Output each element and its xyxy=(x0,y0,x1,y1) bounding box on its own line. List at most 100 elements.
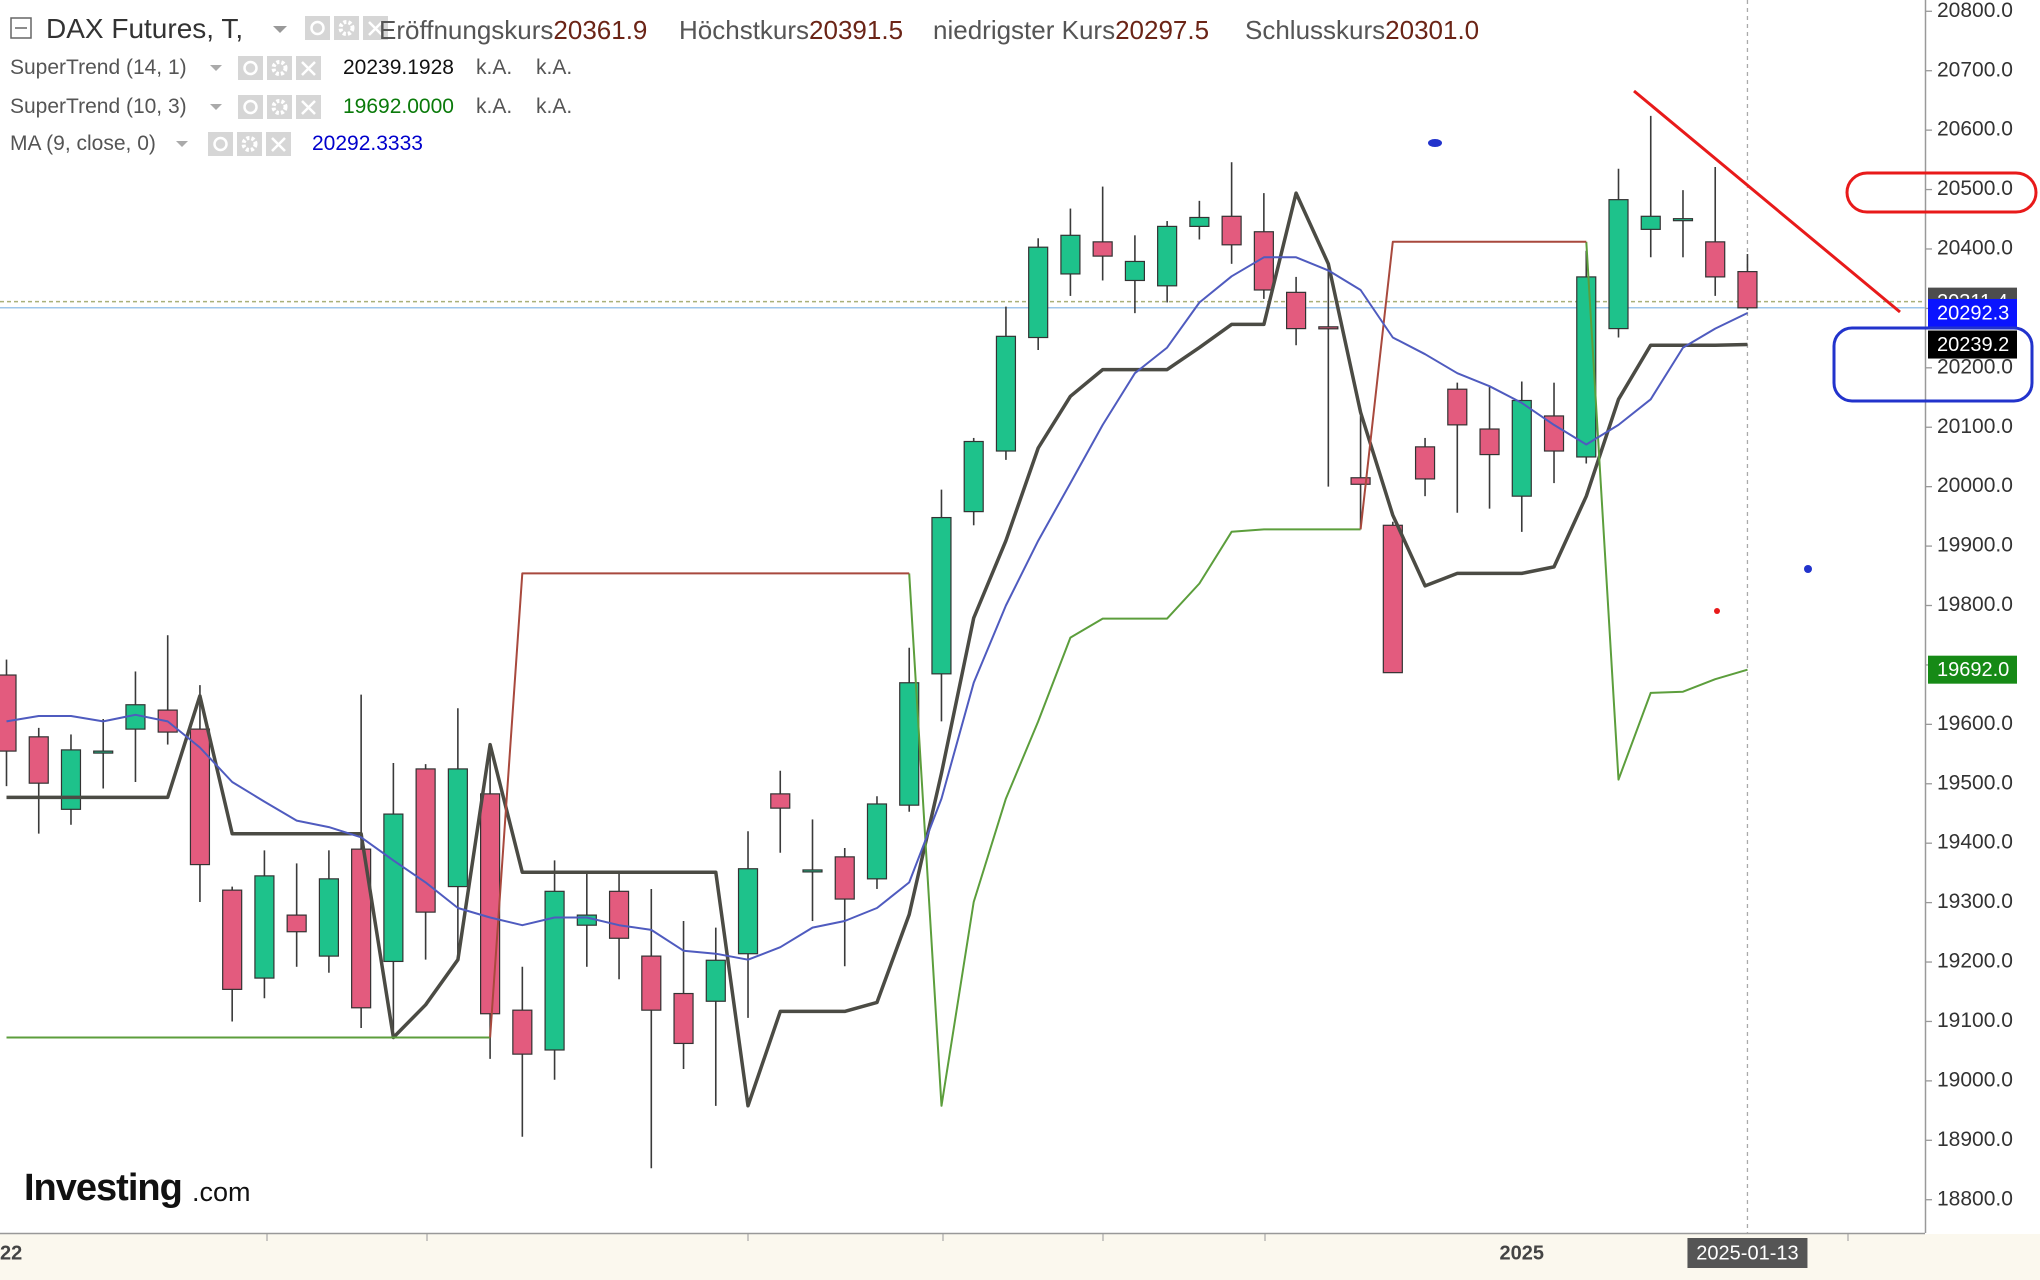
gear-icon xyxy=(338,20,355,36)
icon-box xyxy=(267,95,292,119)
caret xyxy=(210,104,222,110)
field-label: Höchstkurs xyxy=(679,15,810,45)
eye-icon xyxy=(310,20,325,36)
price-tag xyxy=(1928,330,2017,359)
icon-box xyxy=(238,95,263,119)
icon-box xyxy=(267,56,292,80)
candle-body xyxy=(480,793,501,1015)
dot xyxy=(1428,139,1442,147)
indicator-value: 20292.3333 xyxy=(312,132,423,155)
candle-body xyxy=(1672,218,1694,222)
candle-body xyxy=(1640,215,1661,230)
header-field: Schlusskurs20301.0 xyxy=(1245,15,1479,46)
candle-body xyxy=(1028,246,1049,339)
logo: Investing .com xyxy=(24,1167,251,1209)
y-tick-label: 18800.0 xyxy=(1937,1187,2013,1210)
gear-icon xyxy=(271,99,288,115)
caret xyxy=(210,65,222,71)
candle-body xyxy=(1092,241,1113,257)
close-icon xyxy=(271,137,286,152)
icon-box xyxy=(237,132,262,156)
candle-body xyxy=(1382,524,1403,674)
candle-body xyxy=(222,889,243,990)
x-tick-label: 2025-01-13 xyxy=(1696,1242,1798,1264)
field-label: niedrigster Kurs xyxy=(933,15,1116,45)
collapse-icon xyxy=(10,17,32,39)
indicator-line xyxy=(6,241,1748,1107)
y-tick-label: 19200.0 xyxy=(1937,950,2013,973)
y-tick-label: 19500.0 xyxy=(1937,771,2013,794)
candle-body xyxy=(641,955,662,1011)
x-ticks xyxy=(266,1233,1849,1241)
x-tick-label: 22 xyxy=(0,1242,22,1264)
candle-body xyxy=(1543,415,1565,452)
y-tick-label: 20100.0 xyxy=(1937,415,2013,438)
candle-body xyxy=(254,875,275,979)
candle-body xyxy=(189,728,211,866)
indicator-line xyxy=(6,191,1748,1108)
price-tag xyxy=(1928,655,2017,684)
y-tick-label: 20400.0 xyxy=(1937,237,2013,260)
price-tag-label: 20292.3 xyxy=(1937,302,2009,324)
field-label: Schlusskurs xyxy=(1245,15,1386,45)
trend-line xyxy=(1633,89,1901,314)
candle-body xyxy=(28,736,49,784)
y-tick-label: 18900.0 xyxy=(1937,1128,2013,1151)
candle-body xyxy=(866,803,888,880)
candle-body xyxy=(0,674,17,752)
indicator-extra: k.A. xyxy=(536,56,573,79)
y-tick-label: 19000.0 xyxy=(1937,1068,2013,1091)
gear-icon xyxy=(271,60,288,76)
y-tick-label: 20700.0 xyxy=(1937,58,2013,81)
indicator-extra: k.A. xyxy=(476,95,513,118)
candle-body xyxy=(1511,399,1532,497)
axis: 20800.020700.020600.020500.020400.020300… xyxy=(1925,0,2017,1210)
indicator-value: 20239.1928 xyxy=(343,56,454,79)
y-tick-label: 19300.0 xyxy=(1937,890,2013,913)
field-value: 20301.0 xyxy=(1385,15,1480,45)
y-tick-label: 19800.0 xyxy=(1937,593,2013,616)
y-tick-label: 20000.0 xyxy=(1937,474,2013,497)
candle-body xyxy=(447,768,468,888)
y-tick-label: 19100.0 xyxy=(1937,1009,2013,1032)
candle-body xyxy=(899,682,920,806)
eye-icon xyxy=(243,60,258,76)
caret xyxy=(273,26,287,33)
candle-body xyxy=(1318,326,1339,330)
indicator-extra: k.A. xyxy=(536,95,573,118)
close-icon xyxy=(301,61,316,76)
header-icons xyxy=(10,17,287,39)
eye-icon xyxy=(243,99,258,115)
caret xyxy=(176,141,188,147)
candle-body xyxy=(1414,446,1436,480)
logo-suffix: .com xyxy=(192,1177,251,1207)
candle-body xyxy=(608,890,630,939)
candle-body xyxy=(60,749,82,810)
instrument-title: DAX Futures, T, xyxy=(46,13,244,44)
candle-body xyxy=(1350,477,1371,485)
y-tick-label: 20500.0 xyxy=(1937,177,2013,200)
candle-body xyxy=(1157,225,1178,287)
indicator-name: SuperTrend (10, 3) xyxy=(10,95,187,118)
field-value: 20297.5 xyxy=(1115,15,1210,45)
y-tick-label: 19600.0 xyxy=(1937,712,2013,735)
indicator-name: MA (9, close, 0) xyxy=(10,132,156,155)
candle-body xyxy=(1705,241,1726,278)
candle-body xyxy=(544,890,565,1051)
indicator-value: 19692.0000 xyxy=(343,95,454,118)
y-tick-label: 20800.0 xyxy=(1937,0,2013,22)
candle-body xyxy=(834,856,855,900)
dot xyxy=(1714,608,1720,614)
candle-body xyxy=(1253,231,1274,291)
candle-body xyxy=(1737,271,1758,309)
indicator-name: SuperTrend (14, 1) xyxy=(10,56,187,79)
close-icon xyxy=(301,100,316,115)
candle-body xyxy=(93,750,114,754)
header-field: Höchstkurs20391.5 xyxy=(679,15,903,46)
close-icon xyxy=(368,21,383,36)
field-label: Eröffnungskurs xyxy=(379,15,554,45)
y-tick-label: 19400.0 xyxy=(1937,831,2013,854)
gear-icon xyxy=(241,136,258,152)
